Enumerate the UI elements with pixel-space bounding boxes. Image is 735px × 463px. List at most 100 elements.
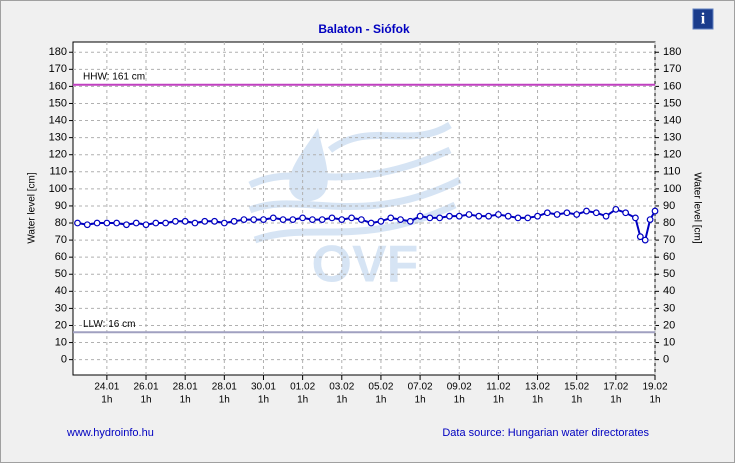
data-point <box>475 212 483 220</box>
data-point <box>455 212 463 220</box>
watermark-logo: OVF <box>248 121 462 294</box>
y2-tick-label: 80 <box>663 217 675 229</box>
x-tick-label: 24.01 <box>94 382 119 393</box>
x-tick-time: 1h <box>454 395 465 406</box>
data-point <box>553 211 561 218</box>
y2-tick-label: 180 <box>663 46 681 58</box>
data-point <box>446 212 453 220</box>
info-button[interactable]: i <box>692 8 714 30</box>
data-point <box>636 233 644 241</box>
data-point <box>338 216 346 224</box>
y2-tick-label: 40 <box>663 285 675 297</box>
x-tick-time: 1h <box>219 395 230 406</box>
data-point <box>563 209 571 217</box>
reference-label: HHW: 161 cm <box>83 71 145 82</box>
data-point <box>348 214 355 222</box>
data-point <box>543 209 551 217</box>
data-point <box>279 216 287 224</box>
x-tick-time: 1h <box>415 395 426 406</box>
x-tick-label: 01.02 <box>290 382 315 393</box>
y2-tick-label: 130 <box>663 132 681 144</box>
y2-tick-label: 0 <box>663 354 669 366</box>
data-point <box>309 216 316 224</box>
data-point <box>573 211 581 218</box>
data-point <box>103 219 111 227</box>
data-point <box>142 221 150 229</box>
y-tick-label: 180 <box>49 46 67 58</box>
x-tick-label: 17.02 <box>603 382 628 393</box>
data-point <box>583 207 590 215</box>
y-tick-label: 100 <box>49 183 67 195</box>
y-tick-label: 150 <box>49 97 67 109</box>
x-tick-label: 28.01 <box>212 382 237 393</box>
data-point <box>622 209 630 217</box>
x-tick-label: 03.02 <box>329 382 354 393</box>
y-tick-label: 80 <box>55 217 67 229</box>
y2-axis-label: Water level [cm] <box>691 172 702 244</box>
data-point <box>436 214 444 222</box>
y2-tick-label: 30 <box>663 302 675 314</box>
data-point <box>191 219 199 227</box>
y-axis-label: Water level [cm] <box>27 172 38 244</box>
x-tick-time: 1h <box>571 395 582 406</box>
data-point <box>230 217 238 225</box>
data-point <box>83 221 91 229</box>
x-tick-time: 1h <box>375 395 386 406</box>
data-point <box>646 216 654 224</box>
data-point <box>162 219 169 227</box>
data-point <box>504 212 512 220</box>
y-tick-label: 50 <box>55 268 67 280</box>
info-box[interactable] <box>692 8 714 30</box>
data-point <box>269 214 277 222</box>
data-point <box>397 216 404 224</box>
info-icon[interactable]: i <box>701 11 706 28</box>
y-tick-label: 70 <box>55 234 67 246</box>
x-tick-label: 09.02 <box>447 382 472 393</box>
footer-source: Data source: Hungarian water directorate… <box>442 427 649 439</box>
data-point <box>524 214 532 222</box>
x-tick-label: 28.01 <box>173 382 198 393</box>
data-point <box>406 217 414 225</box>
y2-tick-label: 10 <box>663 336 675 348</box>
y-tick-label: 20 <box>55 319 67 331</box>
x-tick-time: 1h <box>493 395 504 406</box>
data-point <box>74 219 81 227</box>
data-point <box>260 216 267 224</box>
data-point <box>514 214 522 222</box>
x-tick-label: 07.02 <box>408 382 433 393</box>
y-tick-label: 140 <box>49 114 67 126</box>
x-tick-label: 19.02 <box>642 382 667 393</box>
data-point <box>201 217 209 225</box>
data-point <box>211 217 218 225</box>
x-tick-time: 1h <box>140 395 151 406</box>
data-point <box>367 219 375 227</box>
y-tick-label: 160 <box>49 80 67 92</box>
data-point <box>416 212 424 220</box>
data-point <box>181 217 189 225</box>
logo-wave <box>327 121 452 153</box>
logo-wave <box>248 176 462 214</box>
data-point <box>289 216 297 224</box>
data-point <box>426 214 434 222</box>
x-tick-time: 1h <box>610 395 621 406</box>
y-tick-label: 60 <box>55 251 67 263</box>
data-point <box>318 216 326 224</box>
data-point <box>328 214 336 222</box>
y2-tick-label: 110 <box>663 166 681 178</box>
data-point <box>123 221 130 229</box>
data-point <box>113 219 121 227</box>
x-tick-time: 1h <box>336 395 347 406</box>
x-tick-time: 1h <box>532 395 543 406</box>
footer-link[interactable]: www.hydroinfo.hu <box>66 427 154 439</box>
y2-tick-label: 160 <box>663 80 681 92</box>
x-tick-label: 26.01 <box>134 382 159 393</box>
y-tick-label: 0 <box>61 354 67 366</box>
y-tick-label: 40 <box>55 285 67 297</box>
data-point <box>250 216 258 224</box>
logo-drop <box>289 128 328 202</box>
plot-area <box>72 41 656 376</box>
reference-label: LLW: 16 cm <box>83 319 135 330</box>
data-point <box>132 219 140 227</box>
data-point <box>602 212 610 220</box>
